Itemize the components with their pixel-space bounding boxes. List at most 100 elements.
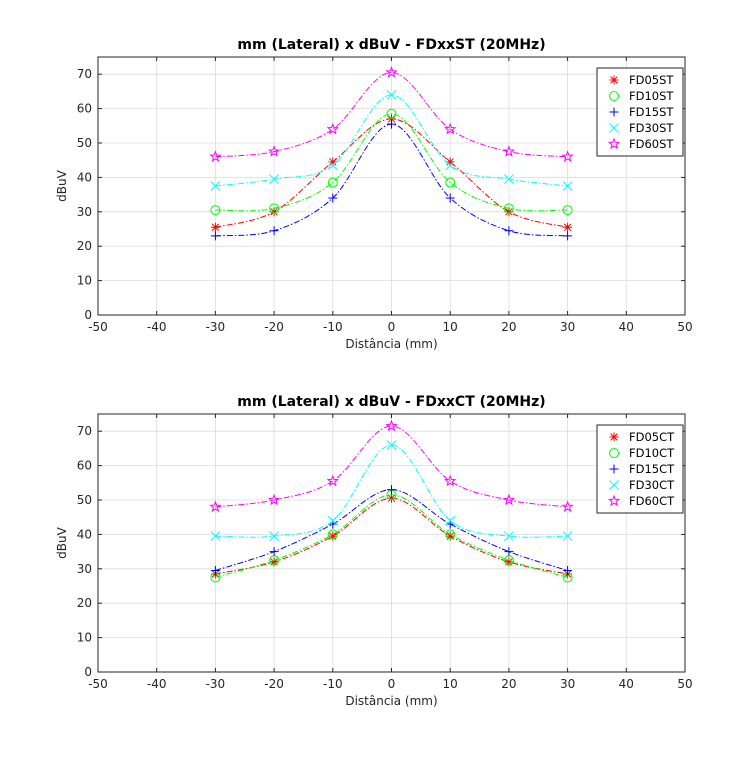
data-point [504,226,514,236]
x-tick-label: -40 [147,677,167,691]
x-tick-label: 0 [388,677,396,691]
data-point [210,231,220,241]
data-point [445,193,455,203]
series-group [209,419,574,583]
x-tick-label: 50 [677,677,692,691]
data-point [210,181,221,191]
data-point [562,205,573,216]
legend-entry: FD60ST [629,137,674,151]
legend-entry: FD10CT [629,446,675,460]
x-tick-label: -40 [147,320,167,334]
x-tick-label: 30 [560,677,575,691]
legend-entry: FD05ST [629,73,674,87]
data-point [444,474,457,487]
data-point [209,150,222,162]
data-point [210,566,220,576]
data-point [326,122,339,135]
data-point [386,440,397,450]
data-point [327,177,338,188]
legend-marker [609,464,619,474]
data-point [209,500,222,513]
legend-entry: FD15ST [629,105,674,119]
x-tick-label: -10 [323,677,343,691]
x-tick-label: 10 [443,320,458,334]
y-tick-label: 50 [77,493,92,507]
data-point [210,222,220,232]
series-FD60CT [209,419,574,513]
legend-entry: FD15CT [629,462,675,476]
legend-marker [607,494,621,507]
series-line [215,71,568,158]
y-tick-label: 40 [77,170,92,184]
data-point [563,231,573,241]
y-tick-label: 20 [77,239,92,253]
data-point [387,114,396,124]
x-axis-label: Distância (mm) [345,337,437,351]
x-tick-label: 0 [388,320,396,334]
y-tick-label: 60 [77,459,92,473]
x-tick-label: -50 [88,320,108,334]
data-point [387,485,396,495]
x-tick-label: -20 [264,320,284,334]
data-point [563,566,573,576]
x-axis-label: Distância (mm) [345,694,437,708]
series-FD60ST [209,66,574,162]
data-point [269,547,279,557]
legend-marker [609,432,619,442]
series-line [215,113,568,212]
data-point [269,226,279,236]
legend-marker [609,480,619,490]
data-point [504,547,514,557]
series-FD10ST [210,108,573,216]
data-point [269,531,279,541]
data-point [269,174,279,184]
series-FD10CT [210,489,573,583]
x-tick-label: -50 [88,677,108,691]
legend-marker [609,448,619,458]
data-point [327,529,338,540]
legend-entry: FD05CT [629,430,675,444]
x-tick-label: 40 [619,677,634,691]
chart-1: -50 -40 -30 -20 -10 0 10 20 30 40 50 0 10 20 30 40 50 60 7… [55,37,693,351]
y-tick-label: 20 [77,596,92,610]
x-tick-label: 10 [443,677,458,691]
chart-2: -50 -40 -30 -20 -10 0 10 20 30 40 50 0 10 20 30 40 50 60 7… [55,394,693,708]
data-point [385,66,398,78]
y-tick-label: 40 [77,527,92,541]
data-point [562,531,573,541]
legend-marker [609,75,619,85]
data-point [267,145,281,157]
x-tick-label: -30 [206,677,226,691]
series-line [215,494,568,578]
data-point [563,222,573,232]
x-tick-label: 20 [501,320,516,334]
x-tick-label: -30 [206,320,226,334]
data-point [210,531,221,541]
data-point [445,177,456,188]
data-point [561,150,574,162]
data-point [386,108,397,119]
legend-entry: FD30CT [629,478,675,492]
chart-title: mm (Lateral) x dBuV - FDxxST (20MHz) [237,37,545,53]
legend-entry: FD10ST [629,89,674,103]
x-tick-label: -10 [323,320,343,334]
data-point [210,205,221,216]
data-point [387,119,396,129]
x-tick-label: 50 [677,320,692,334]
data-point [386,89,397,100]
data-point [328,193,338,203]
chart-title: mm (Lateral) x dBuV - FDxxCT (20MHz) [237,394,545,410]
series-line [215,425,568,508]
x-tick-label: 40 [619,320,634,334]
y-tick-label: 10 [77,274,92,288]
y-tick-label: 50 [77,136,92,150]
y-axis-label: dBuV [55,526,69,558]
data-point [269,203,280,214]
legend-entry: FD30ST [629,121,674,135]
series-FD30CT [210,440,573,541]
y-tick-label: 10 [77,631,92,645]
x-tick-label: 20 [501,677,516,691]
legend-marker [607,137,621,150]
